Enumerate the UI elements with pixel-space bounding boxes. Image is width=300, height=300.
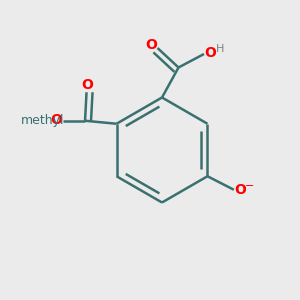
Text: O: O <box>204 46 216 60</box>
Text: O: O <box>50 113 62 127</box>
Text: O: O <box>145 38 157 52</box>
Text: methyl: methyl <box>21 114 64 127</box>
Text: O: O <box>81 78 93 92</box>
Text: O: O <box>235 183 246 197</box>
Text: −: − <box>245 181 254 190</box>
Text: H: H <box>215 44 224 54</box>
